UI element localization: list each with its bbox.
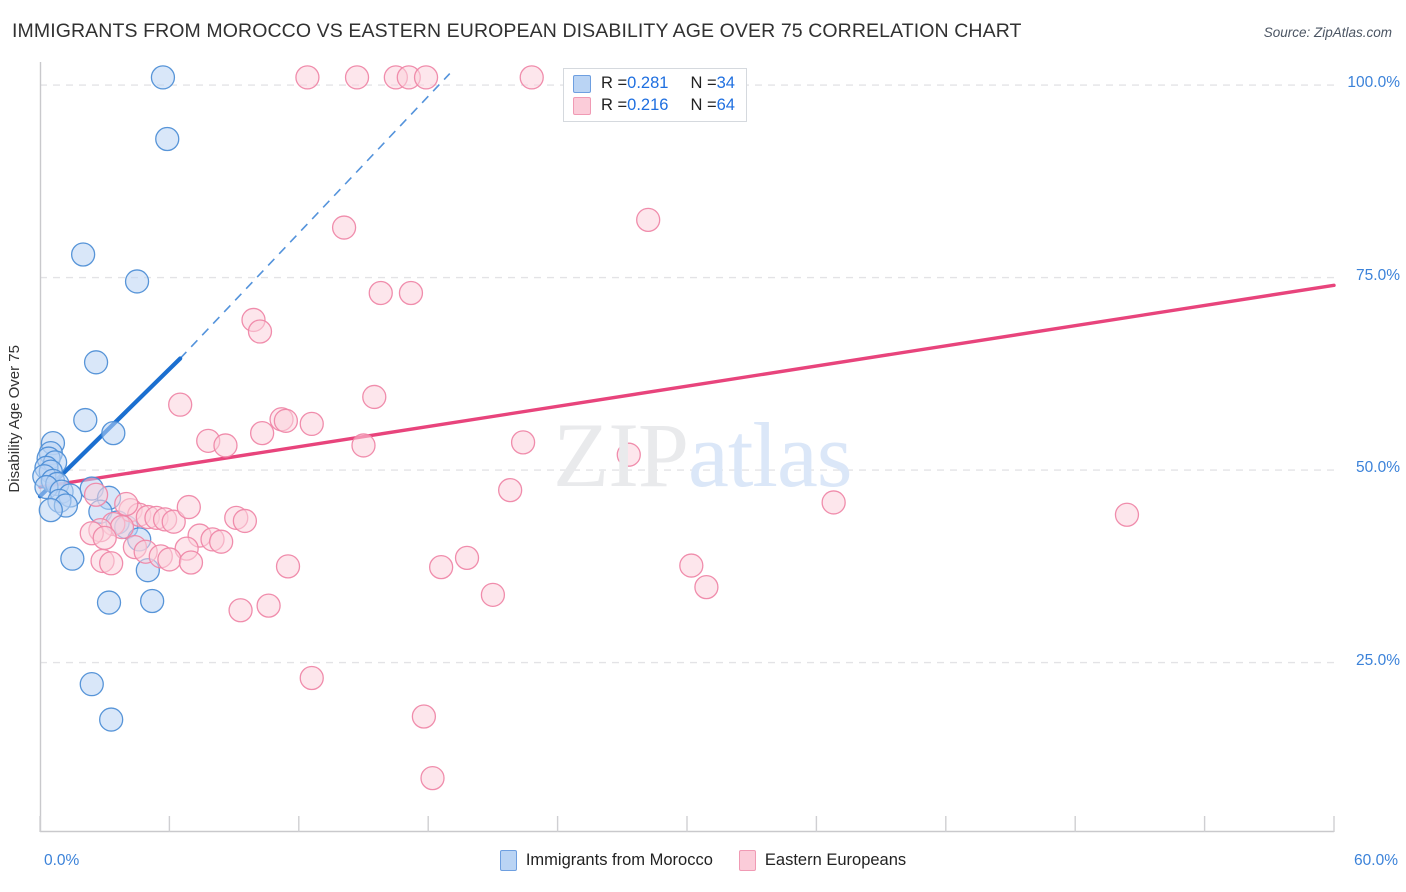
scatter-point [480,582,506,607]
y-axis-title: Disability Age Over 75 [6,345,23,493]
scatter-point [368,280,393,306]
scatter-point [821,490,846,515]
scatter-point [273,408,299,433]
scatter-point [101,420,126,446]
series-legend-item-morocco[interactable]: Immigrants from Morocco [499,850,713,871]
y-axis-tick-label: 50.0% [1356,459,1400,477]
stats-row-eastern-europeans: R = 0.216 N = 64 [573,96,735,115]
scatter-point [139,588,165,614]
x-axis-max-label: 60.0% [1354,852,1398,869]
scatter-point [228,598,253,623]
series-chip-eastern-europeans [738,850,756,871]
scatter-point [99,707,124,732]
scatter-point [1114,502,1140,527]
y-axis-tick-label: 25.0% [1356,651,1400,669]
scatter-series-eastern-europeans [79,65,1140,791]
n-label-eastern-europeans: N = [690,96,717,114]
scatter-point [362,384,387,410]
scatter-point [616,442,641,467]
series-label-morocco: Immigrants from Morocco [525,851,713,869]
scatter-point [420,765,445,791]
scatter-point [454,545,480,571]
r-label-eastern-europeans: R = [601,96,628,114]
scatter-point [694,574,719,600]
series-chip-morocco [499,850,517,871]
stats-row-morocco: R = 0.281 N = 34 [573,74,735,93]
r-value-eastern-europeans: 0.216 [627,96,669,114]
r-value-morocco: 0.281 [627,74,669,92]
scatter-point [411,704,437,729]
scatter-point [247,319,273,344]
scatter-point [344,65,370,90]
x-axis-min-label: 0.0% [44,852,80,869]
n-value-morocco: 34 [716,74,735,92]
scatter-point [519,65,544,90]
scatter-point [428,554,454,580]
scatter-point [155,126,180,152]
scatter-point [124,269,150,294]
scatter-point [498,477,523,503]
legend-swatch-morocco [573,74,591,93]
scatter-point [209,529,234,554]
scatter-point [79,672,104,697]
y-axis-tick-label: 75.0% [1356,266,1400,284]
source-attribution: Source: ZipAtlas.com [1263,25,1392,40]
series-legend-item-eastern-europeans[interactable]: Eastern Europeans [738,850,907,871]
scatter-point [299,665,324,691]
scatter-point [38,497,63,523]
scatter-point [413,65,439,90]
correlation-stats-legend: R = 0.281 N = 34 R = 0.216 N = 64 [563,68,747,122]
scatter-point [679,553,704,578]
plot-area [32,62,1336,833]
scatter-point [299,411,324,437]
scatter-series-morocco [32,65,180,732]
n-label-morocco: N = [690,74,717,92]
scatter-point [114,491,139,517]
legend-swatch-eastern-europeans [573,96,591,115]
trend-line-eastern-europeans [38,283,1336,489]
scatter-point [92,525,117,551]
scatter-point [636,207,661,233]
scatter-point [331,215,357,240]
series-label-eastern-europeans: Eastern Europeans [764,851,907,869]
scatter-point [157,547,182,572]
scatter-point [398,280,424,306]
scatter-point [295,65,320,90]
scatter-point [249,420,275,446]
scatter-point [351,433,376,458]
scatter-point [213,433,238,458]
scatter-point [70,242,96,267]
n-value-eastern-europeans: 64 [716,96,735,114]
page-title: IMMIGRANTS FROM MOROCCO VS EASTERN EUROP… [12,20,1022,42]
trend-lines [37,73,1336,499]
y-axis-tick-label: 100.0% [1347,74,1400,92]
scatter-point [178,550,204,575]
scatter-point [96,590,122,615]
scatter-point [83,482,109,507]
scatter-point [510,430,536,455]
scatter-point [168,392,193,417]
series-legend: Immigrants from Morocco Eastern European… [0,850,1406,871]
scatter-point [60,546,85,571]
scatter-point [83,350,109,375]
trend-line-dashed-morocco [179,73,451,359]
scatter-point [275,554,301,579]
r-label-morocco: R = [601,74,628,92]
scatter-point [161,509,186,534]
scatter-point [256,593,281,618]
scatter-point [232,508,258,534]
scatter-point [73,407,98,433]
scatter-point [99,551,124,576]
plot-svg [32,62,1336,833]
scatter-point [150,65,176,90]
scatter-point [176,494,201,520]
